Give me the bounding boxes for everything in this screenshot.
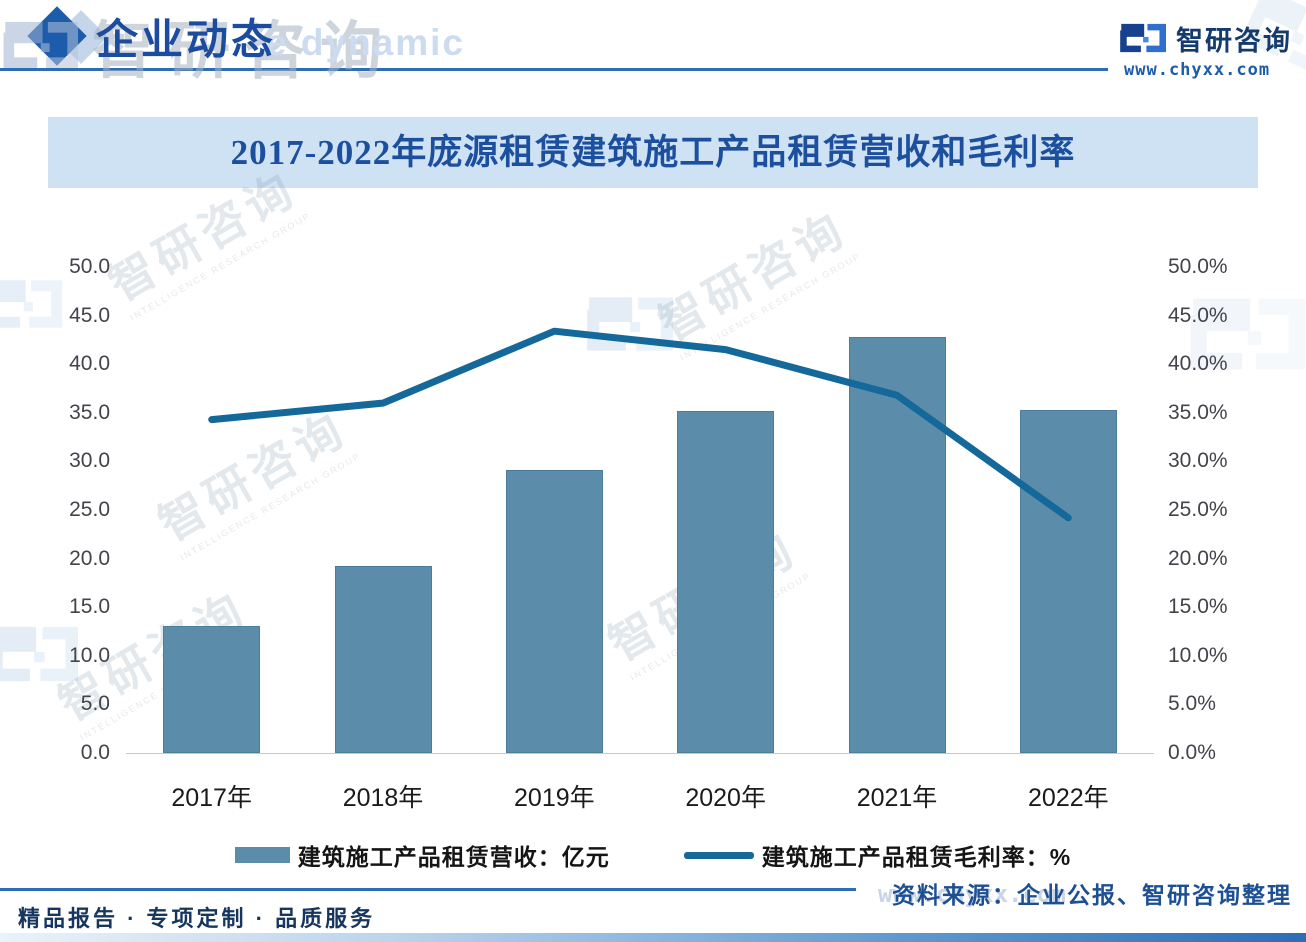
- y-axis-label-right: 30.0%: [1168, 449, 1228, 473]
- header-rule: [0, 68, 1108, 71]
- source-watermark: www.chyxx.com: [878, 880, 1066, 908]
- x-axis-label: 2017年: [171, 784, 252, 812]
- y-axis-label-right: 45.0%: [1168, 303, 1228, 327]
- y-axis-label-left: 35.0: [69, 400, 110, 424]
- bar-swatch-icon: [234, 847, 290, 863]
- x-axis-label: 2021年: [856, 784, 938, 812]
- y-axis-label-right: 40.0%: [1168, 352, 1228, 376]
- legend: 建筑施工产品租赁营收：亿元 建筑施工产品租赁毛利率：%: [0, 838, 1306, 872]
- brand-url: www.chyxx.com: [1124, 60, 1271, 80]
- plot-area: [126, 267, 1154, 754]
- y-axis-label-right: 5.0%: [1168, 692, 1216, 716]
- footer-rule: [0, 888, 856, 891]
- y-axis-label-left: 0.0: [80, 741, 110, 764]
- y-axis-label-right: 25.0%: [1168, 498, 1228, 521]
- bottom-gradient-bar: [0, 933, 1306, 942]
- x-axis-label: 2018年: [342, 784, 424, 812]
- y-axis-label-left: 50.0: [69, 255, 110, 278]
- y-axis-label-right: 10.0%: [1168, 643, 1228, 667]
- legend-item-margin: 建筑施工产品租赁毛利率：%: [683, 838, 1072, 872]
- brand-name: 智研咨询: [1176, 25, 1292, 56]
- y-axis-label-right: 0.0%: [1168, 741, 1216, 764]
- legend-label: 建筑施工产品租赁毛利率：%: [761, 844, 1072, 870]
- y-axis-label-left: 25.0: [69, 498, 110, 521]
- revenue-bar: [163, 625, 261, 753]
- y-axis-label-right: 35.0%: [1168, 400, 1228, 424]
- legend-item-revenue: 建筑施工产品租赁营收：亿元: [234, 838, 610, 872]
- y-axis-label-left: 45.0: [69, 303, 110, 327]
- y-axis-label-right: 15.0%: [1168, 595, 1228, 619]
- gross-margin-line: [208, 327, 1072, 522]
- revenue-bar: [1019, 409, 1117, 753]
- chart-title: 2017-2022年庞源租赁建筑施工产品租赁营收和毛利率: [230, 133, 1076, 172]
- y-axis-label-left: 5.0: [80, 692, 110, 716]
- revenue-bar: [848, 336, 946, 753]
- y-axis-label-left: 30.0: [69, 449, 110, 473]
- x-axis-label: 2019年: [514, 784, 595, 812]
- revenue-bar: [505, 470, 603, 753]
- line-series: [208, 327, 1072, 522]
- source-note: 资料来源：企业公报、智研咨询整理: [892, 882, 1292, 908]
- brand-lockup: 智研咨询: [1118, 16, 1292, 60]
- revenue-bar: [334, 566, 432, 753]
- x-axis-label: 2022年: [1028, 784, 1109, 812]
- page-title: 企业动态: [96, 18, 277, 64]
- y-axis-label-left: 15.0: [69, 595, 110, 619]
- legend-label: 建筑施工产品租赁营收：亿元: [297, 844, 610, 870]
- y-axis-label-left: 40.0: [69, 352, 110, 376]
- y-axis-label-right: 50.0%: [1168, 255, 1228, 278]
- line-swatch-icon: [683, 851, 754, 859]
- revenue-bar: [677, 410, 775, 753]
- y-axis-label-right: 20.0%: [1168, 546, 1228, 570]
- chart-title-banner: 2017-2022年庞源租赁建筑施工产品租赁营收和毛利率: [48, 117, 1258, 188]
- header-watermark-text: e dynamic: [266, 22, 465, 63]
- brand-logo-icon: [1118, 16, 1166, 60]
- y-axis-label-left: 10.0: [69, 643, 110, 667]
- footer-tagline: 精品报告 · 专项定制 · 品质服务: [18, 906, 376, 931]
- y-axis-label-left: 20.0: [69, 546, 110, 570]
- x-axis-label: 2020年: [685, 784, 766, 812]
